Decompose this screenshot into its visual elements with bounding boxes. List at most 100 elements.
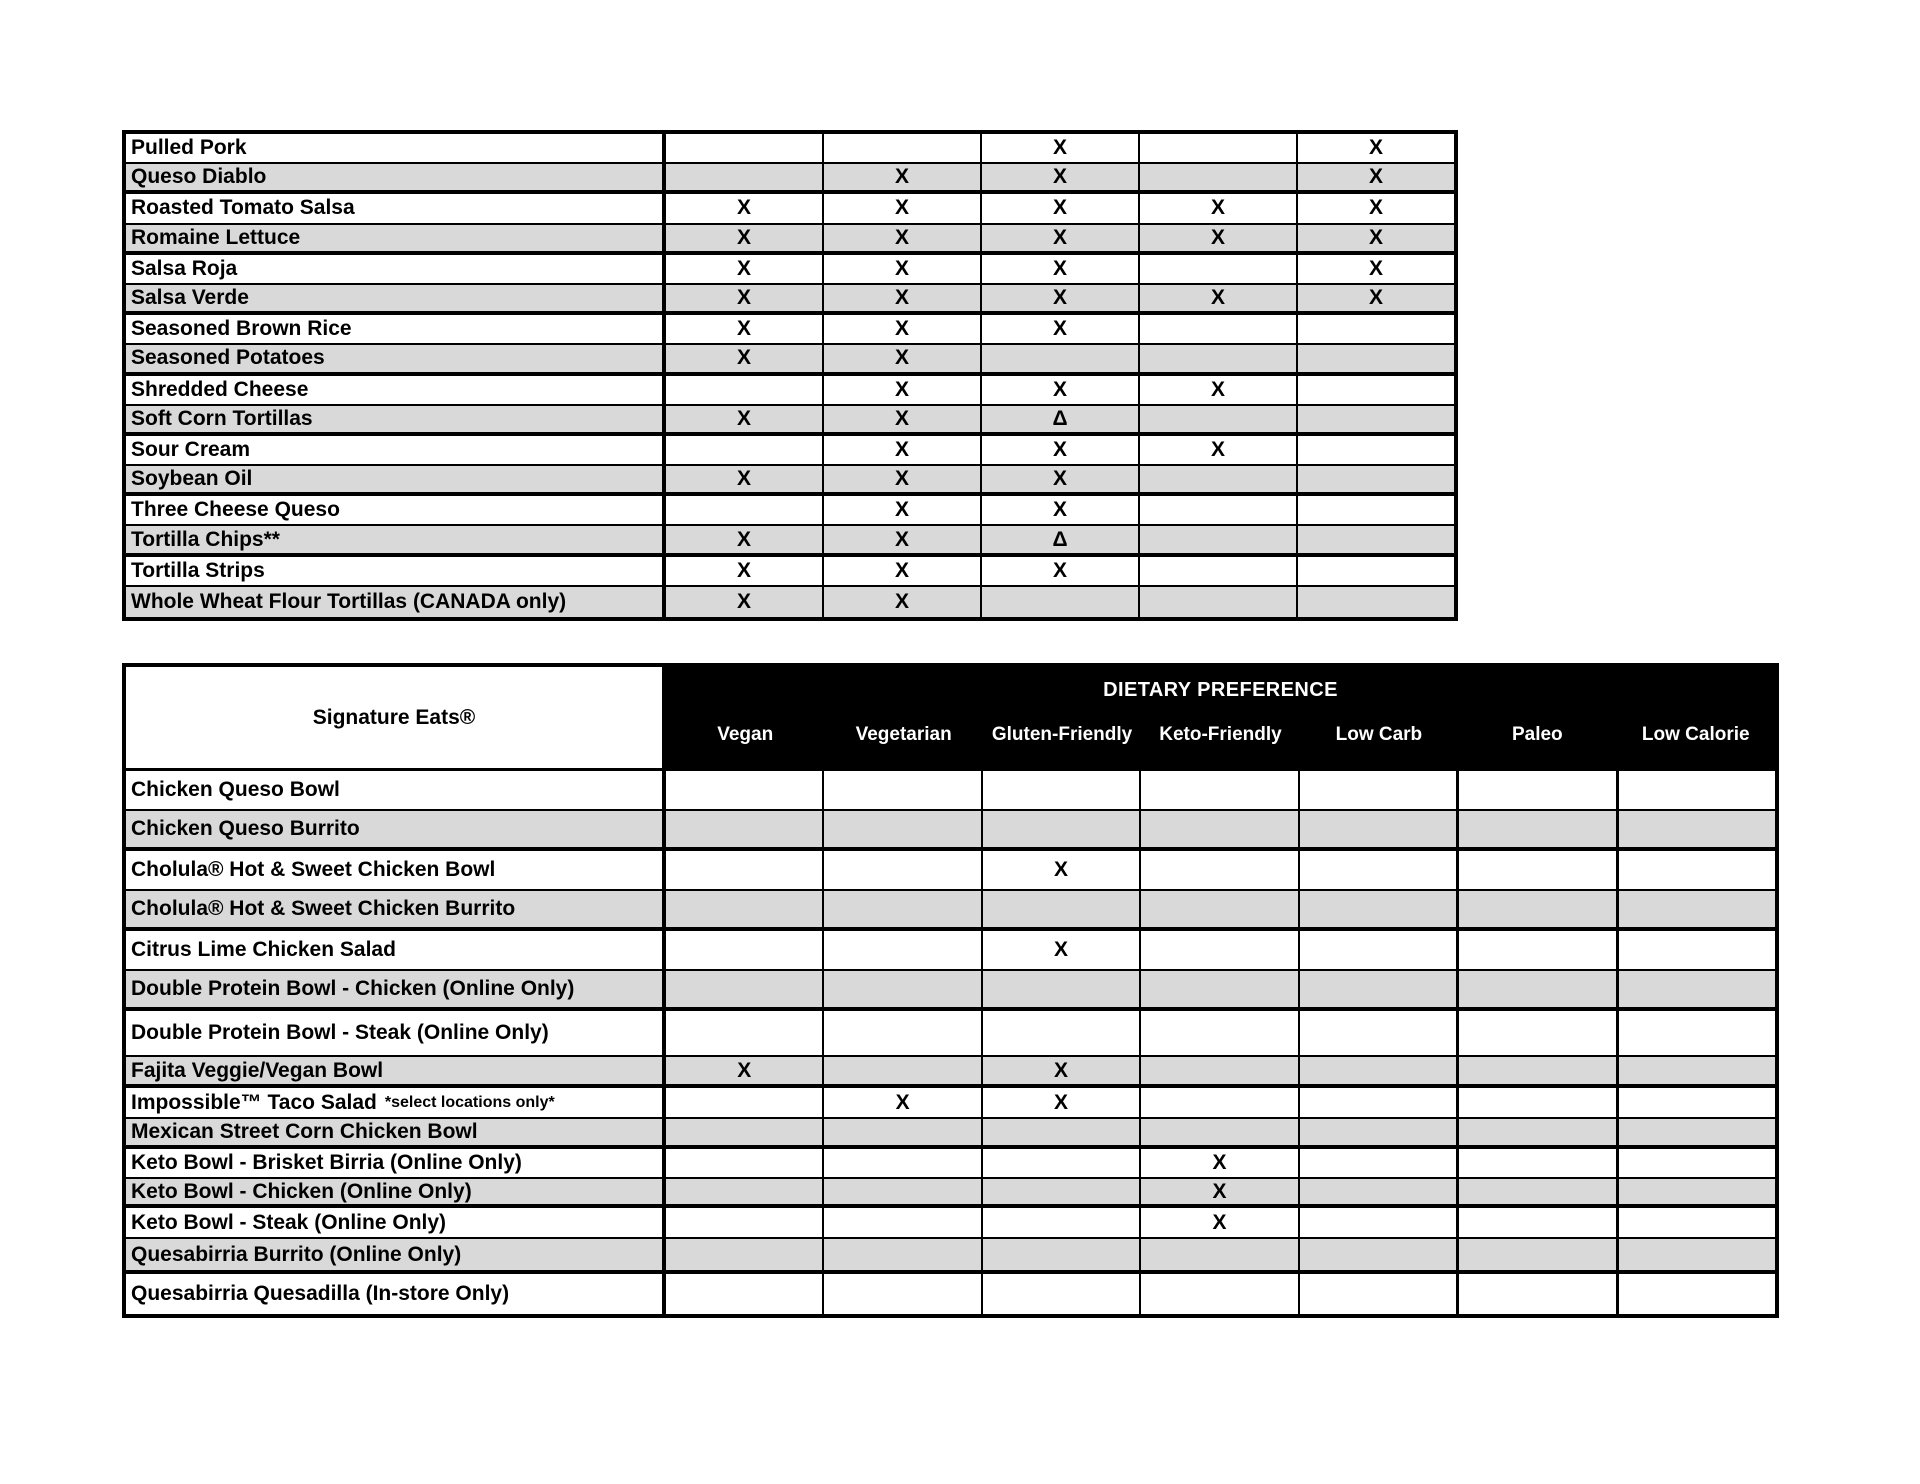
- mark-cell: X: [1140, 284, 1298, 312]
- mark-cell: [1459, 1011, 1619, 1055]
- mark-cell: [983, 971, 1142, 1007]
- column-header: Vegetarian: [855, 724, 952, 745]
- row-label-text: Seasoned Brown Rice: [131, 317, 352, 341]
- mark-cell: X: [1140, 435, 1298, 465]
- mark-cell: [1619, 771, 1775, 809]
- mark-cell: X: [1368, 196, 1383, 220]
- mark-cell: [1141, 1119, 1300, 1145]
- mark-cell: [666, 1239, 825, 1270]
- row-label-text: Chicken Queso Burrito: [131, 817, 360, 840]
- row-label-text: Shredded Cheese: [131, 377, 309, 401]
- mark-cell: [1141, 971, 1300, 1007]
- table-row: Salsa Roja X X X X: [126, 254, 1454, 285]
- mark-cell: [1140, 345, 1298, 372]
- mark-cell: [1298, 496, 1454, 524]
- table-row: Seasoned Brown Rice X X X: [126, 315, 1454, 346]
- mark-cell: X: [1368, 136, 1383, 160]
- mark-cell: X: [666, 284, 824, 312]
- mark-cell: [1619, 1011, 1775, 1055]
- mark-cell: [983, 1011, 1142, 1055]
- table-row: Roasted Tomato Salsa X X X X X: [126, 194, 1454, 225]
- mark-cell: [1619, 1179, 1775, 1204]
- mark-cell: [1300, 1239, 1460, 1270]
- mark-cell: [1300, 1274, 1460, 1314]
- mark-cell: [1141, 1088, 1300, 1117]
- mark-cell: [666, 931, 825, 969]
- table-row: Quesabirria Burrito (Online Only): [126, 1239, 1775, 1274]
- mark-cell: X: [666, 194, 824, 223]
- mark-cell: [1459, 1239, 1619, 1270]
- mark-cell: X: [824, 405, 982, 432]
- row-label: Pulled Pork: [126, 134, 666, 163]
- table-row: Chicken Queso Bowl: [126, 771, 1775, 811]
- mark-cell: X: [666, 586, 824, 617]
- table-row: Shredded Cheese X X X: [126, 375, 1454, 406]
- row-label: Tortilla Chips**: [126, 526, 666, 553]
- mark-cell: Δ: [982, 405, 1140, 432]
- mark-cell: Δ: [982, 526, 1140, 553]
- mark-cell: [666, 435, 824, 465]
- mark-cell: [824, 811, 983, 847]
- mark-cell: [983, 891, 1142, 927]
- mark-cell: [1298, 345, 1454, 371]
- mark-cell: [1300, 771, 1460, 809]
- row-label-text: Mexican Street Corn Chicken Bowl: [131, 1120, 478, 1143]
- table-row: Sour Cream X X X: [126, 435, 1454, 467]
- mark-cell: [1140, 556, 1298, 585]
- dietary-preference-title: DIETARY PREFERENCE: [1103, 679, 1338, 701]
- row-label-text: Three Cheese Queso: [131, 498, 340, 522]
- mark-cell: [1141, 1011, 1300, 1055]
- mark-cell: [1140, 405, 1298, 432]
- mark-cell: X: [982, 556, 1140, 585]
- row-label: Salsa Verde: [126, 284, 666, 312]
- signature-eats-header-row: Signature Eats® DIETARY PREFERENCE Vegan…: [126, 667, 1775, 771]
- mark-cell: [666, 1179, 825, 1204]
- row-label: Fajita Veggie/Vegan Bowl: [126, 1057, 666, 1084]
- mark-cell: [666, 1149, 825, 1177]
- mark-cell: [1619, 1208, 1775, 1237]
- mark-cell: X: [1140, 194, 1298, 223]
- mark-cell: [1140, 134, 1298, 163]
- mark-cell: [1619, 1274, 1775, 1314]
- mark-cell: [1459, 971, 1619, 1007]
- column-header: Keto-Friendly: [1159, 724, 1282, 745]
- mark-cell: [1298, 466, 1454, 492]
- row-label: Impossible™ Taco Salad *select locations …: [126, 1088, 666, 1117]
- mark-cell: [666, 1119, 825, 1145]
- row-label: Soft Corn Tortillas: [126, 405, 666, 432]
- mark-cell: [1140, 586, 1298, 617]
- mark-cell: X: [982, 496, 1140, 525]
- mark-cell: [1459, 1274, 1619, 1314]
- mark-cell: [824, 1208, 983, 1237]
- mark-cell: [1619, 931, 1775, 969]
- mark-cell: [982, 586, 1140, 617]
- mark-cell: [824, 1274, 983, 1314]
- mark-cell: [1140, 526, 1298, 553]
- mark-cell: [666, 771, 825, 809]
- mark-cell: X: [1141, 1179, 1300, 1204]
- mark-cell: [1141, 891, 1300, 927]
- mark-cell: X: [1141, 1149, 1300, 1177]
- mark-cell: X: [666, 556, 824, 585]
- table-row: Salsa Verde X X X X X: [126, 284, 1454, 316]
- row-label-text: Keto Bowl - Steak (Online Only): [131, 1210, 447, 1234]
- table-row: Tortilla Strips X X X: [126, 556, 1454, 587]
- row-label: Mexican Street Corn Chicken Bowl: [126, 1119, 666, 1145]
- mark-cell: [983, 1119, 1142, 1145]
- row-label-text: Tortilla Strips: [131, 558, 265, 582]
- mark-cell: [1298, 587, 1454, 617]
- row-label: Shredded Cheese: [126, 375, 666, 404]
- mark-cell: X: [824, 1088, 983, 1117]
- mark-cell: [1619, 1088, 1775, 1117]
- mark-cell: X: [982, 284, 1140, 312]
- table-row: Impossible™ Taco Salad *select locations …: [126, 1088, 1775, 1119]
- row-label-text: Seasoned Potatoes: [131, 346, 325, 370]
- row-label-text: Double Protein Bowl - Chicken (Online On…: [131, 977, 575, 1000]
- table-row: Whole Wheat Flour Tortillas (CANADA only…: [126, 586, 1454, 617]
- mark-cell: X: [824, 375, 982, 404]
- row-label-text: Romaine Lettuce: [131, 225, 301, 249]
- table-row: Keto Bowl - Brisket Birria (Online Only)…: [126, 1149, 1775, 1179]
- row-label: Chicken Queso Bowl: [126, 771, 666, 809]
- table-row: Chicken Queso Burrito: [126, 811, 1775, 851]
- mark-cell: [983, 1179, 1142, 1204]
